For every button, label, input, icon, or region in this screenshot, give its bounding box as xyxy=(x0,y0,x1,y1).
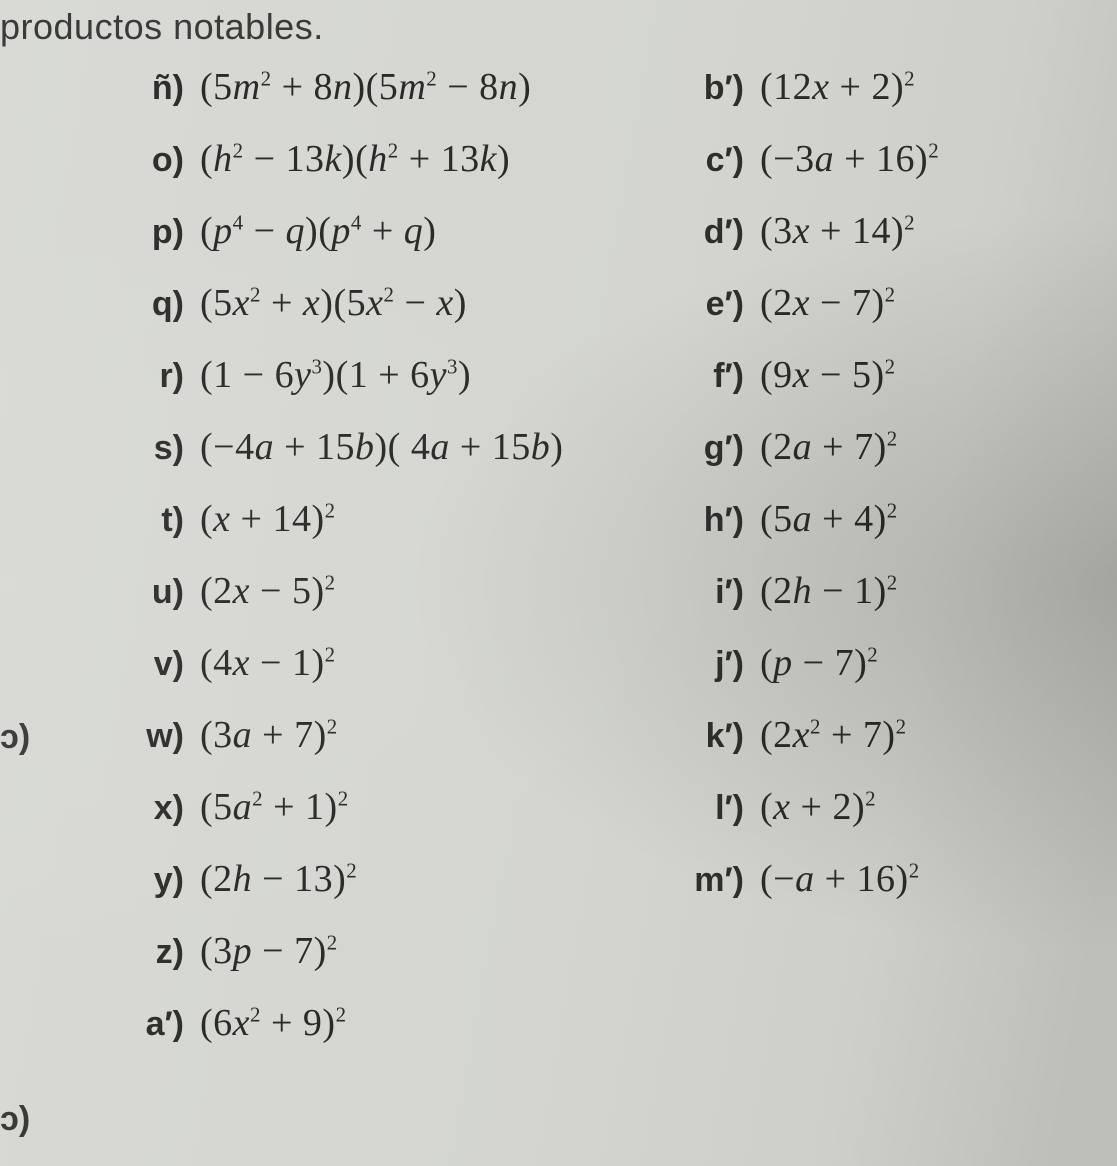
exercise-label: g′) xyxy=(680,431,760,465)
right-row: e′)(2x − 7)2 xyxy=(680,284,1100,322)
left-row: z)(3p − 7)2 xyxy=(120,932,680,970)
exercise-expression: (1 − 6y3)(1 + 6y3) xyxy=(200,356,471,394)
margin-fragment: ɔ) xyxy=(0,1100,30,1139)
exercise-expression: (5a + 4)2 xyxy=(760,500,898,538)
left-row: o)(h2 − 13k)(h2 + 13k) xyxy=(120,140,680,178)
exercise-label: r) xyxy=(120,359,200,393)
left-row: s)(−4a + 15b)( 4a + 15b) xyxy=(120,428,680,466)
exercise-label: w) xyxy=(120,719,200,753)
exercise-expression: (4x − 1)2 xyxy=(200,644,336,682)
exercise-label: h′) xyxy=(680,503,760,537)
exercise-expression: (12x + 2)2 xyxy=(760,68,915,106)
exercise-label: s) xyxy=(120,431,200,465)
exercise-label: z) xyxy=(120,935,200,969)
left-row: r)(1 − 6y3)(1 + 6y3) xyxy=(120,356,680,394)
exercise-label: o) xyxy=(120,143,200,177)
left-row: t)(x + 14)2 xyxy=(120,500,680,538)
exercise-expression: (5a2 + 1)2 xyxy=(200,788,349,826)
exercise-expression: (x + 14)2 xyxy=(200,500,336,538)
worksheet-page: productos notables. ñ)(5m2 + 8n)(5m2 − 8… xyxy=(0,0,1117,1166)
right-row: k′)(2x2 + 7)2 xyxy=(680,716,1100,754)
exercise-label: f′) xyxy=(680,359,760,393)
exercise-label: v) xyxy=(120,647,200,681)
exercise-expression: (−4a + 15b)( 4a + 15b) xyxy=(200,428,563,466)
exercise-label: y) xyxy=(120,863,200,897)
left-row: y)(2h − 13)2 xyxy=(120,860,680,898)
exercise-expression: (−a + 16)2 xyxy=(760,860,920,898)
right-row: c′)(−3a + 16)2 xyxy=(680,140,1100,178)
exercise-expression: (2a + 7)2 xyxy=(760,428,898,466)
exercise-column-right: b′)(12x + 2)2 c′)(−3a + 16)2 d′)(3x + 14)2… xyxy=(680,68,1100,932)
right-row: b′)(12x + 2)2 xyxy=(680,68,1100,106)
left-row: w)(3a + 7)2 xyxy=(120,716,680,754)
exercise-expression: (9x − 5)2 xyxy=(760,356,896,394)
exercise-label: m′) xyxy=(680,863,760,897)
left-row: p)(p4 − q)(p4 + q) xyxy=(120,212,680,250)
right-row: f′)(9x − 5)2 xyxy=(680,356,1100,394)
exercise-expression: (5x2 + x)(5x2 − x) xyxy=(200,284,467,322)
exercise-expression: (p − 7)2 xyxy=(760,644,878,682)
exercise-expression: (2h − 13)2 xyxy=(200,860,357,898)
right-row: j′)(p − 7)2 xyxy=(680,644,1100,682)
exercise-expression: (2h − 1)2 xyxy=(760,572,898,610)
right-row: d′)(3x + 14)2 xyxy=(680,212,1100,250)
exercise-expression: (3x + 14)2 xyxy=(760,212,915,250)
left-row: a′)(6x2 + 9)2 xyxy=(120,1004,680,1042)
exercise-expression: (5m2 + 8n)(5m2 − 8n) xyxy=(200,68,531,106)
exercise-expression: (3a + 7)2 xyxy=(200,716,338,754)
exercise-expression: (2x − 5)2 xyxy=(200,572,336,610)
exercise-expression: (p4 − q)(p4 + q) xyxy=(200,212,436,250)
exercise-label: k′) xyxy=(680,719,760,753)
left-row: ñ)(5m2 + 8n)(5m2 − 8n) xyxy=(120,68,680,106)
left-row: q)(5x2 + x)(5x2 − x) xyxy=(120,284,680,322)
exercise-label: i′) xyxy=(680,575,760,609)
exercise-label: d′) xyxy=(680,215,760,249)
exercise-label: j′) xyxy=(680,647,760,681)
exercise-expression: (−3a + 16)2 xyxy=(760,140,939,178)
exercise-label: t) xyxy=(120,503,200,537)
section-heading: productos notables. xyxy=(0,6,324,48)
right-row: g′)(2a + 7)2 xyxy=(680,428,1100,466)
left-row: x)(5a2 + 1)2 xyxy=(120,788,680,826)
exercise-expression: (3p − 7)2 xyxy=(200,932,338,970)
exercise-label: b′) xyxy=(680,71,760,105)
right-row: l′)(x + 2)2 xyxy=(680,788,1100,826)
exercise-label: x) xyxy=(120,791,200,825)
exercise-label: p) xyxy=(120,215,200,249)
exercise-label: a′) xyxy=(120,1007,200,1041)
exercise-expression: (6x2 + 9)2 xyxy=(200,1004,347,1042)
right-row: m′)(−a + 16)2 xyxy=(680,860,1100,898)
exercise-label: q) xyxy=(120,287,200,321)
margin-fragment: ɔ) xyxy=(0,718,30,757)
exercise-label: e′) xyxy=(680,287,760,321)
exercise-expression: (x + 2)2 xyxy=(760,788,876,826)
exercise-label: ñ) xyxy=(120,71,200,105)
exercise-expression: (2x2 + 7)2 xyxy=(760,716,907,754)
exercise-column-left: ñ)(5m2 + 8n)(5m2 − 8n) o)(h2 − 13k)(h2 + … xyxy=(120,68,680,1076)
exercise-label: c′) xyxy=(680,143,760,177)
left-row: u)(2x − 5)2 xyxy=(120,572,680,610)
left-row: v)(4x − 1)2 xyxy=(120,644,680,682)
right-row: h′)(5a + 4)2 xyxy=(680,500,1100,538)
right-row: i′)(2h − 1)2 xyxy=(680,572,1100,610)
exercise-expression: (2x − 7)2 xyxy=(760,284,896,322)
exercise-label: l′) xyxy=(680,791,760,825)
exercise-expression: (h2 − 13k)(h2 + 13k) xyxy=(200,140,510,178)
exercise-label: u) xyxy=(120,575,200,609)
